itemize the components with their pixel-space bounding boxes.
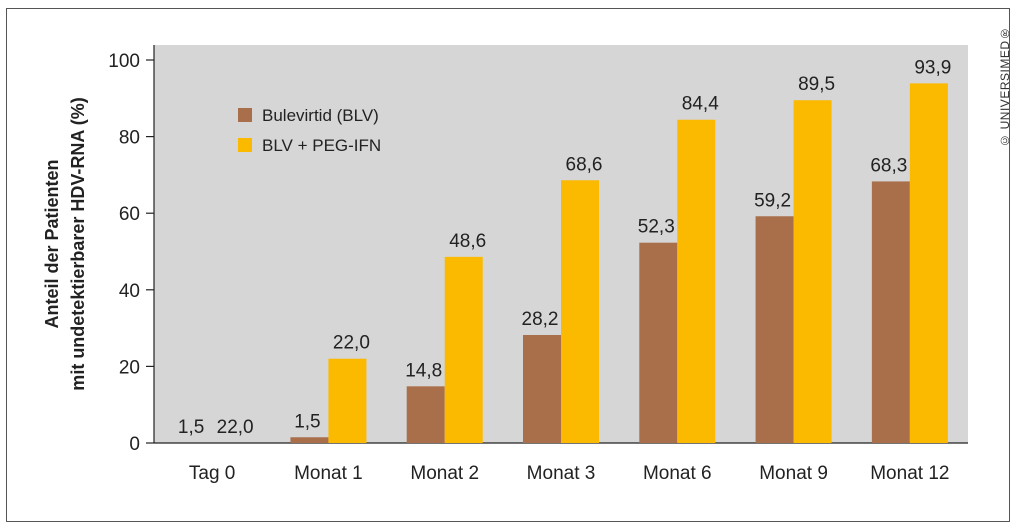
bar [290,437,329,443]
data-label: 68,6 [566,154,603,175]
bar [639,242,678,443]
y-tick-label: 20 [119,357,140,378]
bar [444,256,483,443]
y-tick-label: 40 [119,281,140,302]
bar [328,358,367,443]
data-label: 68,3 [870,155,907,176]
bar [561,180,599,443]
x-tick-label: Monat 6 [643,463,712,484]
x-tick-label: Monat 9 [759,463,828,484]
data-label: 14,8 [405,360,442,381]
bar [793,100,832,443]
bar [406,386,445,443]
x-tick-label: Monat 2 [410,463,479,484]
bar [871,181,910,443]
bar [909,83,948,443]
data-label: 52,3 [638,217,675,238]
data-label: 93,9 [914,57,951,78]
bar [755,216,794,443]
x-tick-label: Monat 3 [527,463,596,484]
data-label: 89,5 [798,74,835,95]
chart-frame [6,8,1010,522]
data-label: 28,2 [522,309,559,330]
data-label: 48,6 [449,231,486,252]
data-label: 1,5 [178,417,204,438]
copyright-notice: © UNIVERSIMED® [998,26,1012,148]
x-tick-label: Tag 0 [189,463,235,484]
data-label: 84,4 [682,94,719,115]
x-tick-label: Monat 1 [294,463,363,484]
legend-label: BLV + PEG-IFN [262,136,381,155]
y-axis-title: mit undetektierbarer HDV-RNA (%) [68,97,88,390]
bar [677,119,716,444]
legend-swatch [238,138,252,152]
legend-swatch [238,108,252,122]
legend-label: Bulevirtid (BLV) [262,106,379,125]
data-label: 59,2 [754,190,791,211]
y-axis-title: Anteil der Patienten [42,159,62,328]
y-tick-label: 100 [108,51,140,72]
y-tick-label: 80 [119,128,140,149]
x-tick-label: Monat 12 [870,463,949,484]
y-tick-label: 0 [129,434,140,455]
data-label: 1,5 [294,411,320,432]
data-label: 22,0 [333,333,370,354]
y-tick-label: 60 [119,204,140,225]
data-label: 22,0 [217,417,254,438]
bar [523,334,561,443]
